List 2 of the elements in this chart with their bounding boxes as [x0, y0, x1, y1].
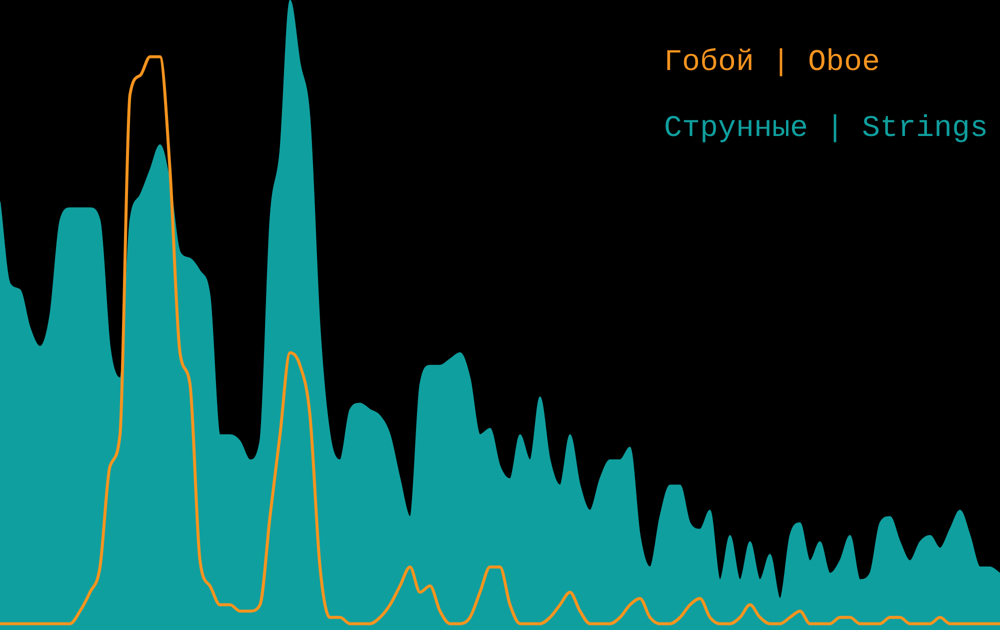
text: Гобой | Oboe — [664, 45, 881, 82]
text: Струнные | Strings — [664, 111, 988, 148]
